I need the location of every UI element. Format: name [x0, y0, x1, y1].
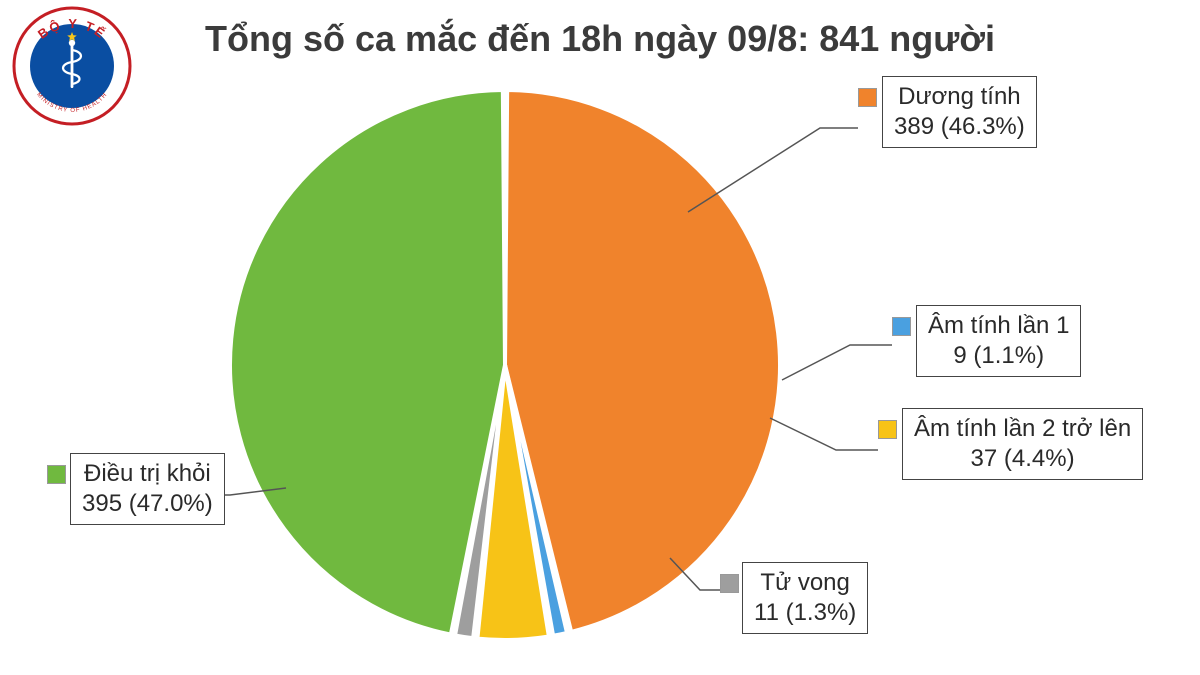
legend-death: Tử vong11 (1.3%) — [742, 562, 868, 634]
legend-neg2plus: Âm tính lần 2 trở lên37 (4.4%) — [902, 408, 1143, 480]
legend-value-recovered: 395 (47.0%) — [82, 489, 213, 519]
legend-value-neg2plus: 37 (4.4%) — [914, 444, 1131, 474]
legend-value-death: 11 (1.3%) — [754, 598, 856, 628]
legend-value-positive: 389 (46.3%) — [894, 112, 1025, 142]
leader-neg1 — [782, 345, 892, 380]
legend-value-neg1: 9 (1.1%) — [928, 341, 1069, 371]
leader-death — [670, 558, 720, 590]
legend-label-neg2plus: Âm tính lần 2 trở lên — [914, 414, 1131, 444]
legend-positive: Dương tính389 (46.3%) — [882, 76, 1037, 148]
leader-positive — [688, 128, 858, 212]
legend-label-neg1: Âm tính lần 1 — [928, 311, 1069, 341]
leader-neg2plus — [770, 418, 878, 450]
legend-label-death: Tử vong — [754, 568, 856, 598]
legend-label-positive: Dương tính — [894, 82, 1025, 112]
legend-neg1: Âm tính lần 19 (1.1%) — [916, 305, 1081, 377]
legend-label-recovered: Điều trị khỏi — [82, 459, 213, 489]
legend-recovered: Điều trị khỏi395 (47.0%) — [70, 453, 225, 525]
